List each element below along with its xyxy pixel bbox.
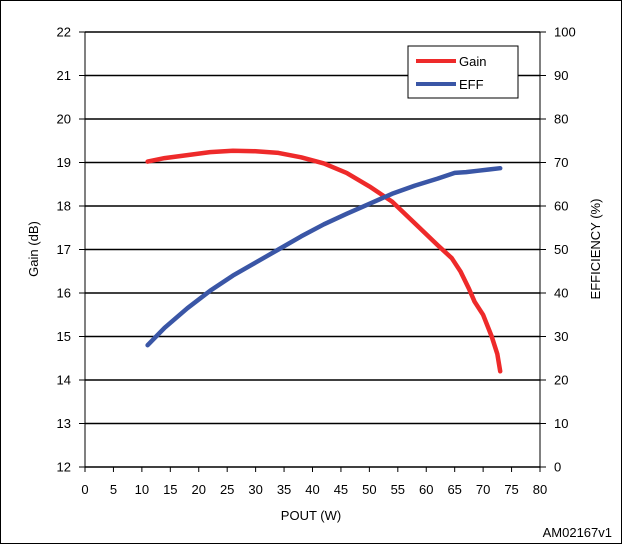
y-left-tick-label-19: 19 bbox=[57, 155, 71, 170]
y-left-tick-label-12: 12 bbox=[57, 460, 71, 475]
y-left-tick-label-20: 20 bbox=[57, 112, 71, 127]
x-tick-label-10: 10 bbox=[135, 482, 149, 497]
y-left-tick-label-16: 16 bbox=[57, 286, 71, 301]
x-tick-label-75: 75 bbox=[504, 482, 518, 497]
x-tick-label-20: 20 bbox=[192, 482, 206, 497]
x-tick-label-55: 55 bbox=[391, 482, 405, 497]
x-tick-label-50: 50 bbox=[362, 482, 376, 497]
y-right-tick-label-90: 90 bbox=[554, 68, 568, 83]
y-right-tick-label-70: 70 bbox=[554, 155, 568, 170]
y-right-tick-label-10: 10 bbox=[554, 416, 568, 431]
legend-label-eff: EFF bbox=[459, 77, 484, 92]
x-tick-label-5: 5 bbox=[110, 482, 117, 497]
x-tick-label-0: 0 bbox=[81, 482, 88, 497]
y-right-tick-label-20: 20 bbox=[554, 373, 568, 388]
y-right-tick-label-60: 60 bbox=[554, 199, 568, 214]
y-axis-right-title: EFFICIENCY (%) bbox=[588, 199, 603, 300]
x-tick-label-60: 60 bbox=[419, 482, 433, 497]
y-right-tick-label-0: 0 bbox=[554, 460, 561, 475]
y-right-tick-label-30: 30 bbox=[554, 329, 568, 344]
legend-box bbox=[407, 45, 519, 99]
x-tick-label-15: 15 bbox=[163, 482, 177, 497]
x-tick-label-35: 35 bbox=[277, 482, 291, 497]
y-left-tick-label-18: 18 bbox=[57, 199, 71, 214]
y-axis-left-title: Gain (dB) bbox=[26, 221, 41, 277]
y-left-tick-label-22: 22 bbox=[57, 25, 71, 40]
y-right-tick-label-40: 40 bbox=[554, 286, 568, 301]
x-axis-title: POUT (W) bbox=[281, 508, 341, 523]
x-tick-label-45: 45 bbox=[334, 482, 348, 497]
y-left-tick-label-15: 15 bbox=[57, 329, 71, 344]
y-left-tick-label-21: 21 bbox=[57, 68, 71, 83]
x-tick-label-40: 40 bbox=[305, 482, 319, 497]
y-right-tick-label-100: 100 bbox=[554, 25, 576, 40]
x-tick-label-30: 30 bbox=[248, 482, 262, 497]
y-left-tick-label-17: 17 bbox=[57, 242, 71, 257]
x-tick-label-70: 70 bbox=[476, 482, 490, 497]
y-left-tick-label-13: 13 bbox=[57, 416, 71, 431]
series-line-eff bbox=[145, 165, 503, 348]
y-left-tick-label-14: 14 bbox=[57, 373, 71, 388]
y-right-tick-label-80: 80 bbox=[554, 112, 568, 127]
series-line-gain bbox=[145, 148, 503, 374]
figure-code: AM02167v1 bbox=[543, 525, 612, 540]
legend-label-gain: Gain bbox=[459, 54, 486, 69]
x-tick-label-80: 80 bbox=[533, 482, 547, 497]
x-tick-label-25: 25 bbox=[220, 482, 234, 497]
y-right-tick-label-50: 50 bbox=[554, 242, 568, 257]
x-tick-label-65: 65 bbox=[447, 482, 461, 497]
